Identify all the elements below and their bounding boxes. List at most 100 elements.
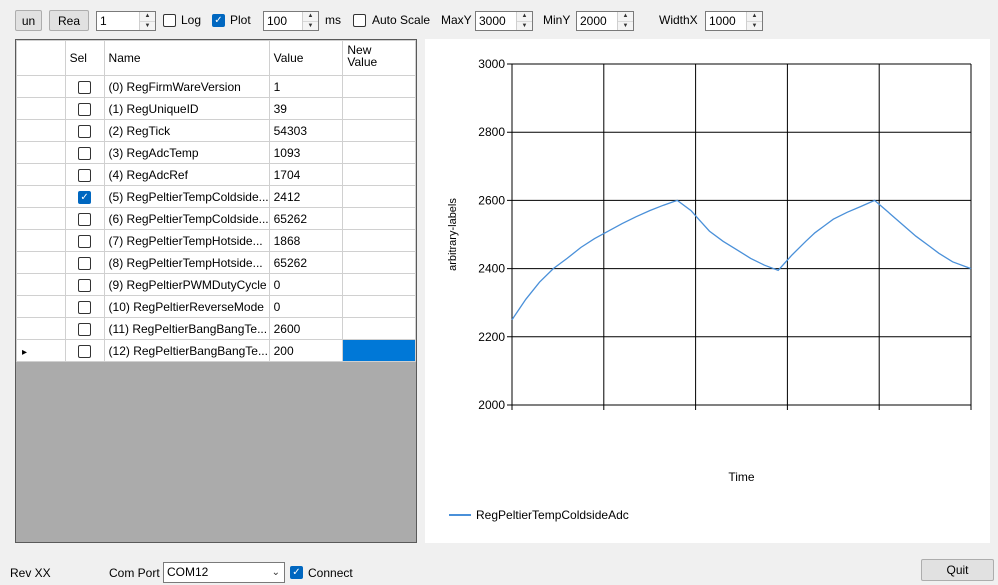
value-cell[interactable]: 200 [268, 339, 344, 362]
row-header[interactable] [16, 207, 66, 230]
sel-cell[interactable] [64, 251, 105, 274]
sel-checkbox[interactable]: ✓ [78, 190, 92, 204]
sel-checkbox-wrap[interactable] [78, 212, 92, 226]
un-button[interactable]: un [15, 10, 42, 31]
sel-checkbox-wrap[interactable] [78, 146, 92, 160]
new-value-cell[interactable] [342, 185, 416, 208]
comport-select[interactable]: COM12 ⌄ [163, 562, 285, 583]
table-row[interactable]: (3) RegAdcTemp 1093 [16, 141, 416, 164]
sel-cell[interactable] [64, 229, 105, 252]
name-cell[interactable]: (3) RegAdcTemp [103, 141, 270, 164]
name-cell[interactable]: (4) RegAdcRef [103, 163, 270, 186]
sel-checkbox[interactable] [78, 212, 92, 226]
name-cell[interactable]: (11) RegPeltierBangBangTe... [103, 317, 270, 340]
sel-checkbox[interactable] [78, 168, 92, 182]
table-row[interactable]: (2) RegTick 54303 [16, 119, 416, 142]
row-header[interactable] [16, 141, 66, 164]
value-cell[interactable]: 1093 [268, 141, 344, 164]
sel-checkbox-wrap[interactable] [78, 124, 92, 138]
sel-cell[interactable] [64, 75, 105, 98]
new-value-cell[interactable] [342, 97, 416, 120]
sel-checkbox-wrap[interactable] [78, 344, 92, 358]
name-cell[interactable]: (7) RegPeltierTempHotside... [103, 229, 270, 252]
sel-cell[interactable] [64, 339, 105, 362]
value-cell[interactable]: 1704 [268, 163, 344, 186]
down-arrow-icon[interactable]: ▼ [517, 21, 532, 31]
new-value-cell[interactable] [342, 229, 416, 252]
up-arrow-icon[interactable]: ▲ [144, 13, 151, 19]
sel-checkbox-wrap[interactable] [78, 256, 92, 270]
down-arrow-icon[interactable]: ▼ [140, 21, 155, 31]
row-header[interactable] [16, 185, 66, 208]
row-header[interactable] [16, 317, 66, 340]
table-row[interactable]: (9) RegPeltierPWMDutyCycle 0 [16, 273, 416, 296]
sel-checkbox-wrap[interactable] [78, 322, 92, 336]
name-cell[interactable]: (0) RegFirmWareVersion [103, 75, 270, 98]
interval-stepper[interactable]: 100 ▲ ▼ [263, 11, 319, 31]
down-arrow-icon[interactable]: ▼ [618, 21, 633, 31]
new-value-cell[interactable] [342, 295, 416, 318]
new-value-cell[interactable] [342, 339, 416, 362]
interval-spinner[interactable]: ▲ ▼ [302, 12, 318, 30]
sel-checkbox-wrap[interactable] [78, 80, 92, 94]
table-row[interactable]: (4) RegAdcRef 1704 [16, 163, 416, 186]
register-grid[interactable]: Sel Name Value New Value (0) RegFirmWare… [15, 39, 417, 543]
up-arrow-icon[interactable]: ▲ [622, 13, 629, 19]
col-header-new-value[interactable]: New Value [342, 40, 416, 76]
name-cell[interactable]: (12) RegPeltierBangBangTe... [103, 339, 270, 362]
miny-stepper[interactable]: 2000 ▲ ▼ [576, 11, 634, 31]
value-cell[interactable]: 2412 [268, 185, 344, 208]
widthx-stepper[interactable]: 1000 ▲ ▼ [705, 11, 763, 31]
row-header[interactable] [16, 295, 66, 318]
name-cell[interactable]: (10) RegPeltierReverseMode [103, 295, 270, 318]
table-row[interactable]: (1) RegUniqueID 39 [16, 97, 416, 120]
row-header[interactable] [16, 251, 66, 274]
new-value-cell[interactable] [342, 163, 416, 186]
miny-spinner[interactable]: ▲ ▼ [617, 12, 633, 30]
sel-cell[interactable] [64, 97, 105, 120]
sel-checkbox-wrap[interactable]: ✓ [78, 190, 92, 204]
value-cell[interactable]: 0 [268, 273, 344, 296]
name-cell[interactable]: (6) RegPeltierTempColdside... [103, 207, 270, 230]
table-row[interactable]: (6) RegPeltierTempColdside... 65262 [16, 207, 416, 230]
name-cell[interactable]: (1) RegUniqueID [103, 97, 270, 120]
sel-checkbox[interactable] [78, 146, 92, 160]
maxy-stepper[interactable]: 3000 ▲ ▼ [475, 11, 533, 31]
new-value-cell[interactable] [342, 207, 416, 230]
up-arrow-icon[interactable]: ▲ [307, 13, 314, 19]
sel-checkbox-wrap[interactable] [78, 300, 92, 314]
up-arrow-icon[interactable]: ▲ [521, 13, 528, 19]
log-checkbox[interactable] [163, 14, 176, 27]
up-arrow-icon[interactable]: ▲ [751, 13, 758, 19]
name-cell[interactable]: (8) RegPeltierTempHotside... [103, 251, 270, 274]
sel-checkbox[interactable] [78, 234, 92, 248]
table-row[interactable]: ✓ (5) RegPeltierTempColdside... 2412 [16, 185, 416, 208]
table-row[interactable]: (10) RegPeltierReverseMode 0 [16, 295, 416, 318]
sel-checkbox[interactable] [78, 322, 92, 336]
value-cell[interactable]: 65262 [268, 207, 344, 230]
name-cell[interactable]: (5) RegPeltierTempColdside... [103, 185, 270, 208]
new-value-cell[interactable] [342, 273, 416, 296]
plot-checkbox[interactable]: ✓ [212, 14, 225, 27]
sel-cell[interactable] [64, 163, 105, 186]
row-header[interactable] [16, 97, 66, 120]
sel-checkbox[interactable] [78, 124, 92, 138]
col-header-value[interactable]: Value [268, 40, 344, 76]
widthx-spinner[interactable]: ▲ ▼ [746, 12, 762, 30]
row-header[interactable]: ▸ [16, 339, 66, 362]
new-value-cell[interactable] [342, 317, 416, 340]
sel-checkbox-wrap[interactable] [78, 168, 92, 182]
sel-cell[interactable] [64, 119, 105, 142]
row-header[interactable] [16, 119, 66, 142]
count-spinner[interactable]: ▲ ▼ [139, 12, 155, 30]
down-arrow-icon[interactable]: ▼ [303, 21, 318, 31]
value-cell[interactable]: 39 [268, 97, 344, 120]
row-header[interactable] [16, 273, 66, 296]
value-cell[interactable]: 65262 [268, 251, 344, 274]
sel-cell[interactable] [64, 141, 105, 164]
new-value-cell[interactable] [342, 75, 416, 98]
table-row[interactable]: (7) RegPeltierTempHotside... 1868 [16, 229, 416, 252]
value-cell[interactable]: 1 [268, 75, 344, 98]
read-button[interactable]: Rea [49, 10, 89, 31]
col-header-name[interactable]: Name [103, 40, 270, 76]
